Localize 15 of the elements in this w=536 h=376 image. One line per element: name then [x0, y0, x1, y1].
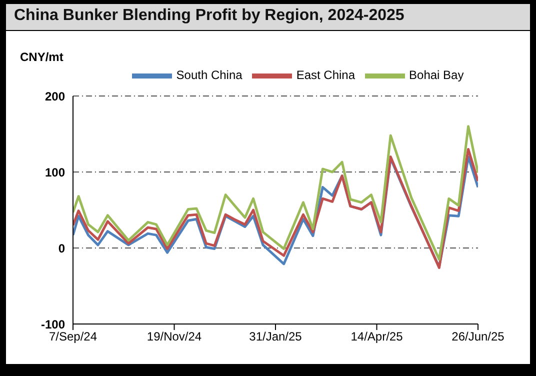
y-tick-label: -100 [40, 317, 66, 332]
y-tick-label: 100 [44, 165, 66, 180]
line-series [73, 125, 478, 261]
y-tick-label: 200 [44, 89, 66, 104]
legend-label: South China [176, 68, 242, 82]
x-tick-label: 7/Sep/24 [48, 330, 98, 344]
legend-label: Bohai Bay [409, 68, 464, 82]
legend-label: East China [296, 68, 356, 82]
x-tick-label: 31/Jan/25 [249, 330, 302, 344]
x-tick-label: 19/Nov/24 [146, 330, 202, 344]
chart-title: China Bunker Blending Profit by Region, 2024-2025 [14, 7, 404, 25]
y-tick-label: 0 [58, 241, 66, 256]
y-axis-title: CNY/mt [20, 50, 64, 64]
x-tick-label: 26/Jun/25 [452, 330, 505, 344]
x-tick-label: 14/Apr/25 [350, 330, 404, 344]
